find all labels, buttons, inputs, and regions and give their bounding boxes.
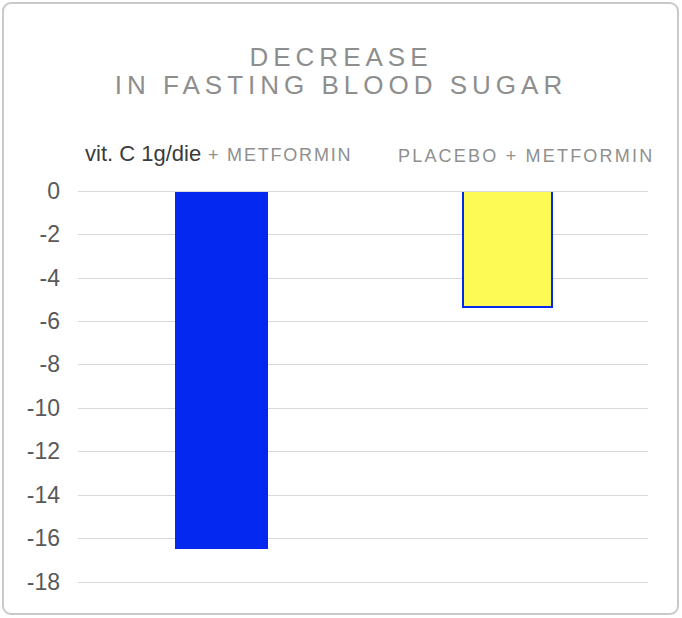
y-tick-label: -2 — [0, 223, 60, 246]
gridline — [78, 278, 648, 279]
y-tick-label: -12 — [0, 440, 60, 463]
bar-vitc — [175, 192, 268, 549]
gridline — [78, 408, 648, 409]
gridline — [78, 191, 648, 192]
category-label-placebo: PLACEBO + METFORMIN — [398, 146, 654, 167]
y-tick-label: -8 — [0, 353, 60, 376]
y-tick-label: 0 — [0, 180, 60, 203]
category-label-vitc: vit. C 1g/die + METFORMIN — [85, 141, 352, 167]
chart-title-line2: IN FASTING BLOOD SUGAR — [0, 71, 682, 99]
bar-placebo — [462, 192, 553, 308]
chart-title: DECREASE IN FASTING BLOOD SUGAR — [0, 43, 682, 99]
chart-title-line1: DECREASE — [0, 43, 682, 71]
y-tick-label: -6 — [0, 310, 60, 333]
y-tick-label: -18 — [0, 571, 60, 594]
category-label-vitc-main: vit. C 1g/die — [85, 141, 201, 166]
gridline — [78, 364, 648, 365]
gridline — [78, 234, 648, 235]
category-label-vitc-suffix: + METFORMIN — [201, 145, 352, 165]
y-tick-label: -10 — [0, 397, 60, 420]
y-tick-label: -16 — [0, 527, 60, 550]
gridline — [78, 321, 648, 322]
gridline — [78, 538, 648, 539]
y-tick-label: -4 — [0, 267, 60, 290]
gridline — [78, 451, 648, 452]
gridline — [78, 582, 648, 583]
gridline — [78, 495, 648, 496]
y-tick-label: -14 — [0, 484, 60, 507]
